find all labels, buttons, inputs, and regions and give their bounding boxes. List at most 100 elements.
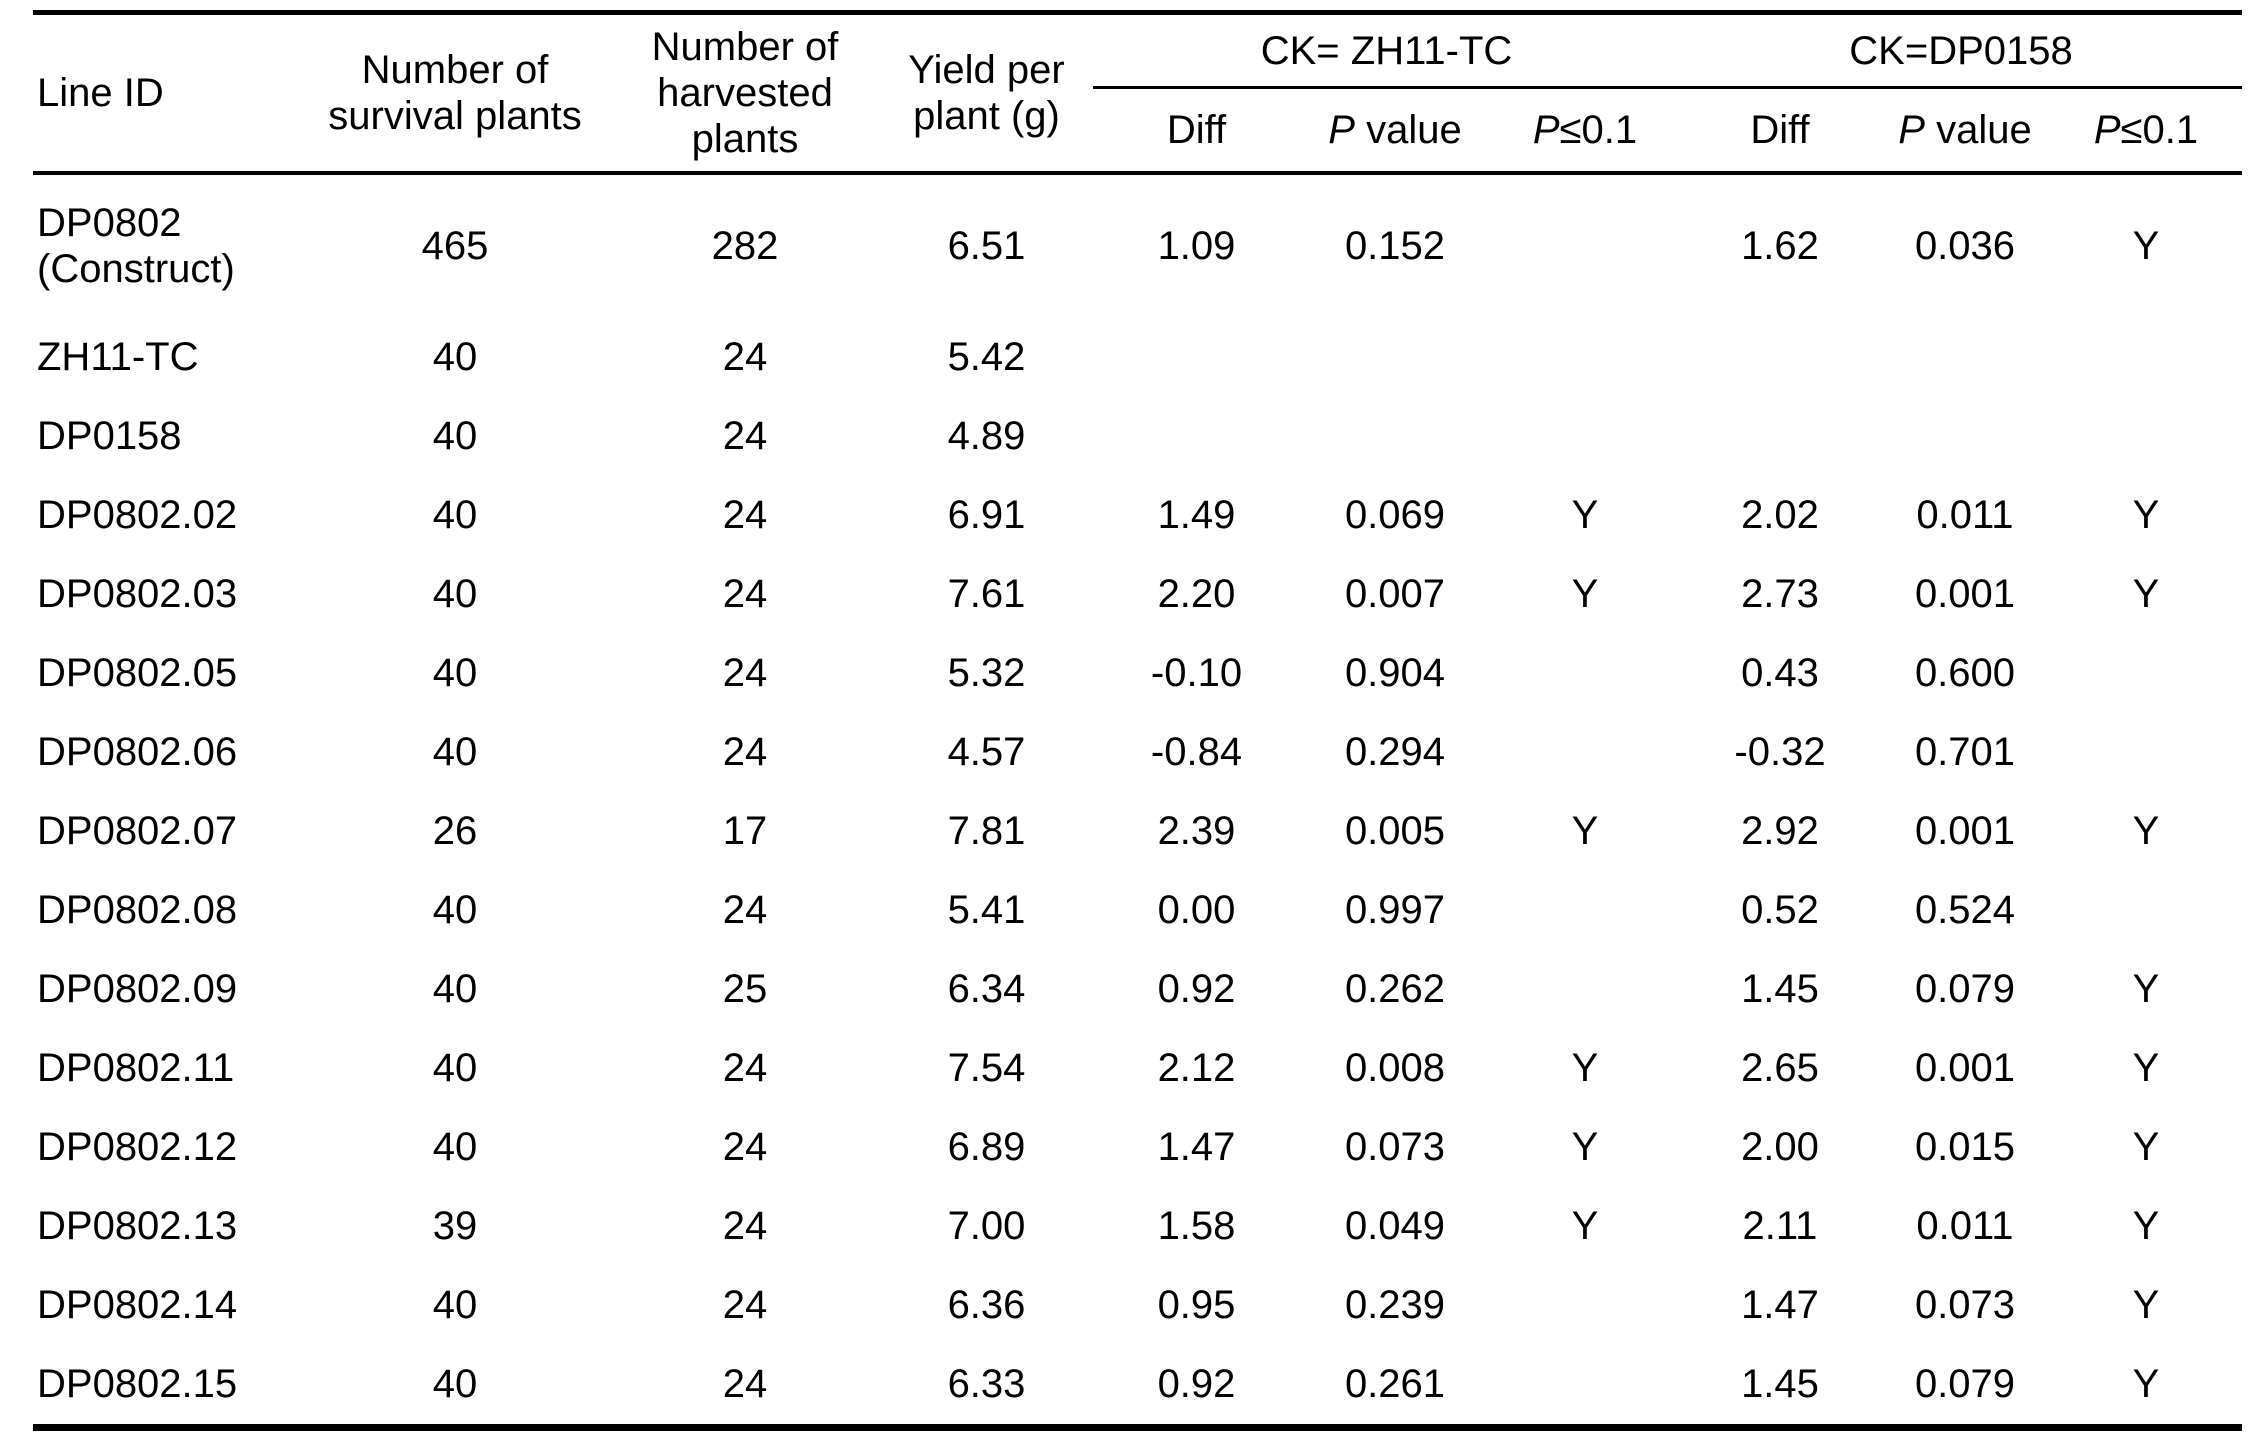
cell-survival-count: 40 [432,1046,478,1090]
cell-diff-vs-dp0158: 2.65 [1741,1046,1819,1090]
cell-pvalue-vs-dp0158 [1880,318,2050,397]
cell-harvested-count: 24 [722,1283,768,1327]
cell-pvalue-vs-zh11: 0.294 [1344,730,1446,774]
cell-significant-vs-dp0158: Y [2132,224,2160,268]
cell-yield-value: 6.34 [947,967,1026,1011]
cell-line-id: DP0802.11 [37,1046,235,1090]
cell-pvalue-vs-dp0158: 0.036 [1914,224,2016,268]
cell-diff-vs-dp0158: 2.73 [1741,572,1819,616]
cell-diff-vs-dp0158: 2.92 [1741,809,1819,853]
cell-significant-vs-dp0158 [2050,397,2242,476]
cell-harvested-count: 24 [722,414,768,458]
cell-pvalue-vs-dp0158: 0.015 [1914,1125,2016,1169]
p-symbol: P [1898,107,1925,152]
cell-harvested-count: 24 [722,888,768,932]
cell-harvested-count: 24 [722,1125,768,1169]
psig-label-rest: ≤0.1 [1559,107,1638,152]
cell-pvalue-vs-dp0158: 0.079 [1914,967,2016,1011]
cell-harvested-count: 24 [722,335,768,379]
col-header-line-id: Line ID [33,12,300,175]
cell-diff-vs-zh11 [1093,318,1300,397]
cell-survival-count: 39 [432,1204,478,1248]
cell-diff-vs-dp0158 [1680,397,1880,476]
cell-survival-count: 40 [432,572,478,616]
cell-significant-vs-zh11: Y [1571,1204,1599,1248]
table-row: DP0802.13 39 24 7.00 1.58 0.049 Y 2.11 0.011 Y [33,1187,2242,1266]
cell-harvested-count: 24 [722,730,768,774]
cell-diff-vs-dp0158: 1.45 [1741,1362,1819,1406]
col-header-pvalue-zh11: P value [1300,87,1490,175]
cell-harvested-count: 24 [722,1362,768,1406]
table-row: DP0802.07 26 17 7.81 2.39 0.005 Y 2.92 0.001 Y [33,792,2242,871]
cell-significant-vs-dp0158: Y [2132,1204,2160,1248]
cell-pvalue-vs-dp0158: 0.079 [1914,1362,2016,1406]
table-row: DP0802.12 40 24 6.89 1.47 0.073 Y 2.00 0.015 Y [33,1108,2242,1187]
cell-survival-count: 40 [432,1125,478,1169]
cell-pvalue-vs-dp0158: 0.001 [1914,1046,2016,1090]
cell-pvalue-vs-zh11: 0.904 [1344,651,1446,695]
cell-significant-vs-zh11: Y [1571,1125,1599,1169]
cell-survival-count: 40 [432,493,478,537]
col-header-harvested-plants: Number of harvested plants [610,12,880,175]
cell-diff-vs-dp0158: 0.43 [1741,651,1819,695]
cell-harvested-count: 24 [722,572,768,616]
cell-pvalue-vs-dp0158: 0.011 [1916,1204,2014,1248]
cell-pvalue-vs-dp0158: 0.524 [1914,888,2016,932]
cell-survival-count: 40 [432,888,478,932]
pvalue-label-rest: value [1924,107,2032,152]
cell-significant-vs-zh11 [1490,1345,1680,1428]
cell-pvalue-vs-dp0158: 0.701 [1914,730,2016,774]
cell-diff-vs-zh11: 0.00 [1157,888,1236,932]
cell-diff-vs-zh11: -0.10 [1150,651,1243,695]
cell-significant-vs-zh11 [1490,634,1680,713]
cell-diff-vs-dp0158: 1.62 [1741,224,1819,268]
cell-pvalue-vs-zh11: 0.073 [1344,1125,1446,1169]
cell-significant-vs-zh11 [1490,871,1680,950]
cell-harvested-count: 24 [722,493,768,537]
cell-survival-count: 40 [432,1362,478,1406]
cell-yield-value: 6.91 [947,493,1026,537]
cell-harvested-count: 25 [722,967,768,1011]
table-row: DP0802.05 40 24 5.32 -0.10 0.904 0.43 0.600 [33,634,2242,713]
cell-pvalue-vs-zh11: 0.261 [1344,1362,1446,1406]
cell-survival-count: 40 [432,651,478,695]
p-symbol: P [1532,107,1560,152]
cell-harvested-count: 24 [722,1046,768,1090]
cell-diff-vs-dp0158: 1.47 [1741,1283,1819,1327]
cell-line-id: DP0802.06 [37,730,238,774]
cell-significant-vs-dp0158: Y [2132,572,2160,616]
cell-line-id: DP0802.14 [37,1283,238,1327]
cell-significant-vs-dp0158: Y [2132,1046,2160,1090]
table-row: DP0802.11 40 24 7.54 2.12 0.008 Y 2.65 0.001 Y [33,1029,2242,1108]
cell-significant-vs-dp0158: Y [2132,809,2160,853]
cell-yield-value: 7.61 [947,572,1026,616]
cell-significant-vs-dp0158: Y [2132,1283,2160,1327]
table-header: Line ID Number of survival plants Number… [33,12,2243,175]
cell-significant-vs-zh11 [1490,1266,1680,1345]
cell-diff-vs-zh11: 0.95 [1157,1283,1236,1327]
cell-diff-vs-zh11: 1.49 [1157,493,1236,537]
cell-diff-vs-zh11: 0.92 [1157,967,1236,1011]
cell-pvalue-vs-zh11: 0.005 [1344,809,1446,853]
col-header-yield-per-plant: Yield per plant (g) [880,12,1093,175]
cell-yield-value: 6.33 [947,1362,1026,1406]
yield-results-table: Line ID Number of survival plants Number… [33,10,2243,1431]
cell-yield-value: 5.41 [947,888,1026,932]
cell-survival-count: 40 [432,967,478,1011]
cell-diff-vs-zh11: -0.84 [1150,730,1243,774]
col-header-pvalue-dp0158: P value [1880,87,2050,175]
cell-significant-vs-dp0158: Y [2132,1362,2160,1406]
cell-diff-vs-zh11 [1093,397,1300,476]
cell-line-id: DP0802.13 [37,1204,238,1248]
cell-significant-vs-dp0158: Y [2132,1125,2160,1169]
cell-yield-value: 7.81 [947,809,1026,853]
table-row: ZH11-TC 40 24 5.42 [33,318,2242,397]
col-group-ck-dp0158: CK=DP0158 [1680,12,2243,89]
cell-significant-vs-zh11 [1490,318,1680,397]
cell-pvalue-vs-zh11 [1300,397,1490,476]
cell-yield-value: 5.32 [947,651,1026,695]
cell-diff-vs-zh11: 0.92 [1157,1362,1236,1406]
cell-survival-count: 465 [421,224,489,268]
table-row: DP0802 (Construct) 465 282 6.51 1.09 0.152 1.6… [33,173,2242,318]
cell-significant-vs-zh11: Y [1571,809,1599,853]
